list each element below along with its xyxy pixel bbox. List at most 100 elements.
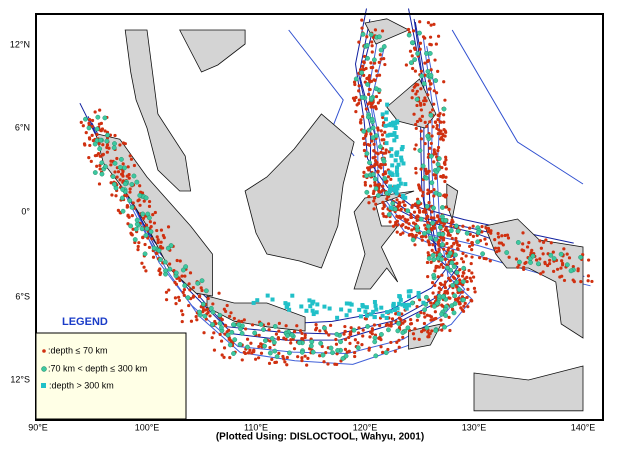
shallow-event: [489, 229, 493, 233]
shallow-event: [352, 350, 357, 355]
shallow-event: [469, 298, 473, 302]
shallow-event: [484, 226, 488, 230]
shallow-event: [466, 305, 470, 309]
intermediate-event: [372, 339, 378, 345]
intermediate-event: [359, 95, 365, 100]
intermediate-event: [92, 141, 98, 147]
intermediate-event: [372, 176, 378, 182]
deep-event: [385, 133, 390, 138]
shallow-event: [381, 115, 385, 120]
intermediate-event: [133, 226, 139, 232]
shallow-event: [143, 242, 147, 247]
shallow-event: [429, 23, 433, 27]
intermediate-event: [203, 288, 209, 294]
shallow-event: [470, 241, 474, 245]
deep-event: [401, 193, 406, 198]
shallow-event: [79, 120, 83, 124]
deep-event: [314, 310, 319, 315]
shallow-event: [414, 92, 418, 96]
shallow-event: [403, 217, 407, 221]
legend-symbol: [41, 366, 47, 372]
deep-event: [290, 293, 295, 298]
shallow-event: [95, 164, 99, 168]
deep-event: [344, 313, 349, 318]
shallow-event: [470, 248, 474, 252]
deep-event: [344, 301, 349, 306]
deep-event: [284, 304, 289, 309]
shallow-event: [397, 204, 402, 208]
shallow-event: [162, 236, 166, 240]
shallow-event: [431, 225, 435, 229]
shallow-event: [380, 350, 385, 355]
shallow-event: [493, 246, 498, 250]
shallow-event: [224, 309, 228, 313]
intermediate-event: [134, 217, 140, 223]
shallow-event: [328, 323, 333, 327]
deep-event: [374, 307, 379, 312]
intermediate-event: [447, 250, 453, 256]
intermediate-event: [208, 305, 214, 311]
shallow-event: [499, 241, 504, 245]
shallow-event: [326, 362, 330, 366]
shallow-event: [88, 143, 92, 148]
shallow-event: [560, 259, 564, 263]
deep-event: [408, 289, 413, 294]
shallow-event: [157, 269, 161, 273]
intermediate-event: [365, 55, 370, 61]
intermediate-event: [308, 343, 314, 349]
intermediate-event: [262, 343, 267, 349]
intermediate-event: [451, 310, 457, 316]
landmass: [353, 190, 415, 290]
shallow-event: [189, 319, 194, 323]
shallow-event: [228, 356, 232, 360]
shallow-event: [217, 291, 221, 295]
shallow-event: [440, 328, 444, 332]
shallow-event: [470, 243, 475, 247]
shallow-event: [425, 124, 429, 128]
intermediate-event: [129, 204, 135, 210]
shallow-event: [379, 129, 383, 133]
deep-event: [395, 120, 400, 125]
intermediate-event: [371, 57, 377, 63]
deep-event: [357, 307, 362, 312]
intermediate-event: [156, 248, 162, 253]
intermediate-event: [422, 231, 427, 236]
shallow-event: [267, 328, 271, 332]
shallow-event: [342, 332, 346, 336]
deep-event: [286, 302, 291, 307]
intermediate-event: [410, 237, 416, 243]
shallow-event: [443, 160, 447, 164]
shallow-event: [177, 298, 182, 303]
shallow-event: [444, 205, 448, 209]
deep-event: [394, 169, 399, 174]
intermediate-event: [424, 203, 430, 209]
intermediate-event: [232, 337, 238, 343]
shallow-event: [357, 40, 361, 44]
shallow-event: [398, 201, 402, 205]
shallow-event: [314, 328, 318, 332]
shallow-event: [463, 301, 467, 305]
shallow-event: [470, 255, 474, 259]
shallow-event: [285, 355, 289, 360]
intermediate-event: [369, 116, 375, 122]
shallow-event: [153, 210, 157, 215]
intermediate-event: [119, 195, 125, 201]
legend-symbol: [41, 383, 46, 388]
shallow-event: [480, 224, 484, 229]
shallow-event: [373, 180, 377, 185]
shallow-event: [149, 225, 153, 229]
intermediate-event: [310, 349, 316, 355]
shallow-event: [430, 228, 434, 232]
shallow-event: [424, 172, 429, 176]
intermediate-event: [83, 116, 88, 122]
shallow-event: [448, 296, 452, 300]
shallow-event: [469, 279, 473, 283]
shallow-event: [371, 191, 376, 196]
intermediate-event: [454, 279, 459, 285]
intermediate-event: [263, 338, 268, 343]
deep-event: [387, 132, 392, 137]
shallow-event: [164, 290, 169, 294]
shallow-event: [98, 108, 102, 112]
shallow-event: [443, 290, 447, 294]
